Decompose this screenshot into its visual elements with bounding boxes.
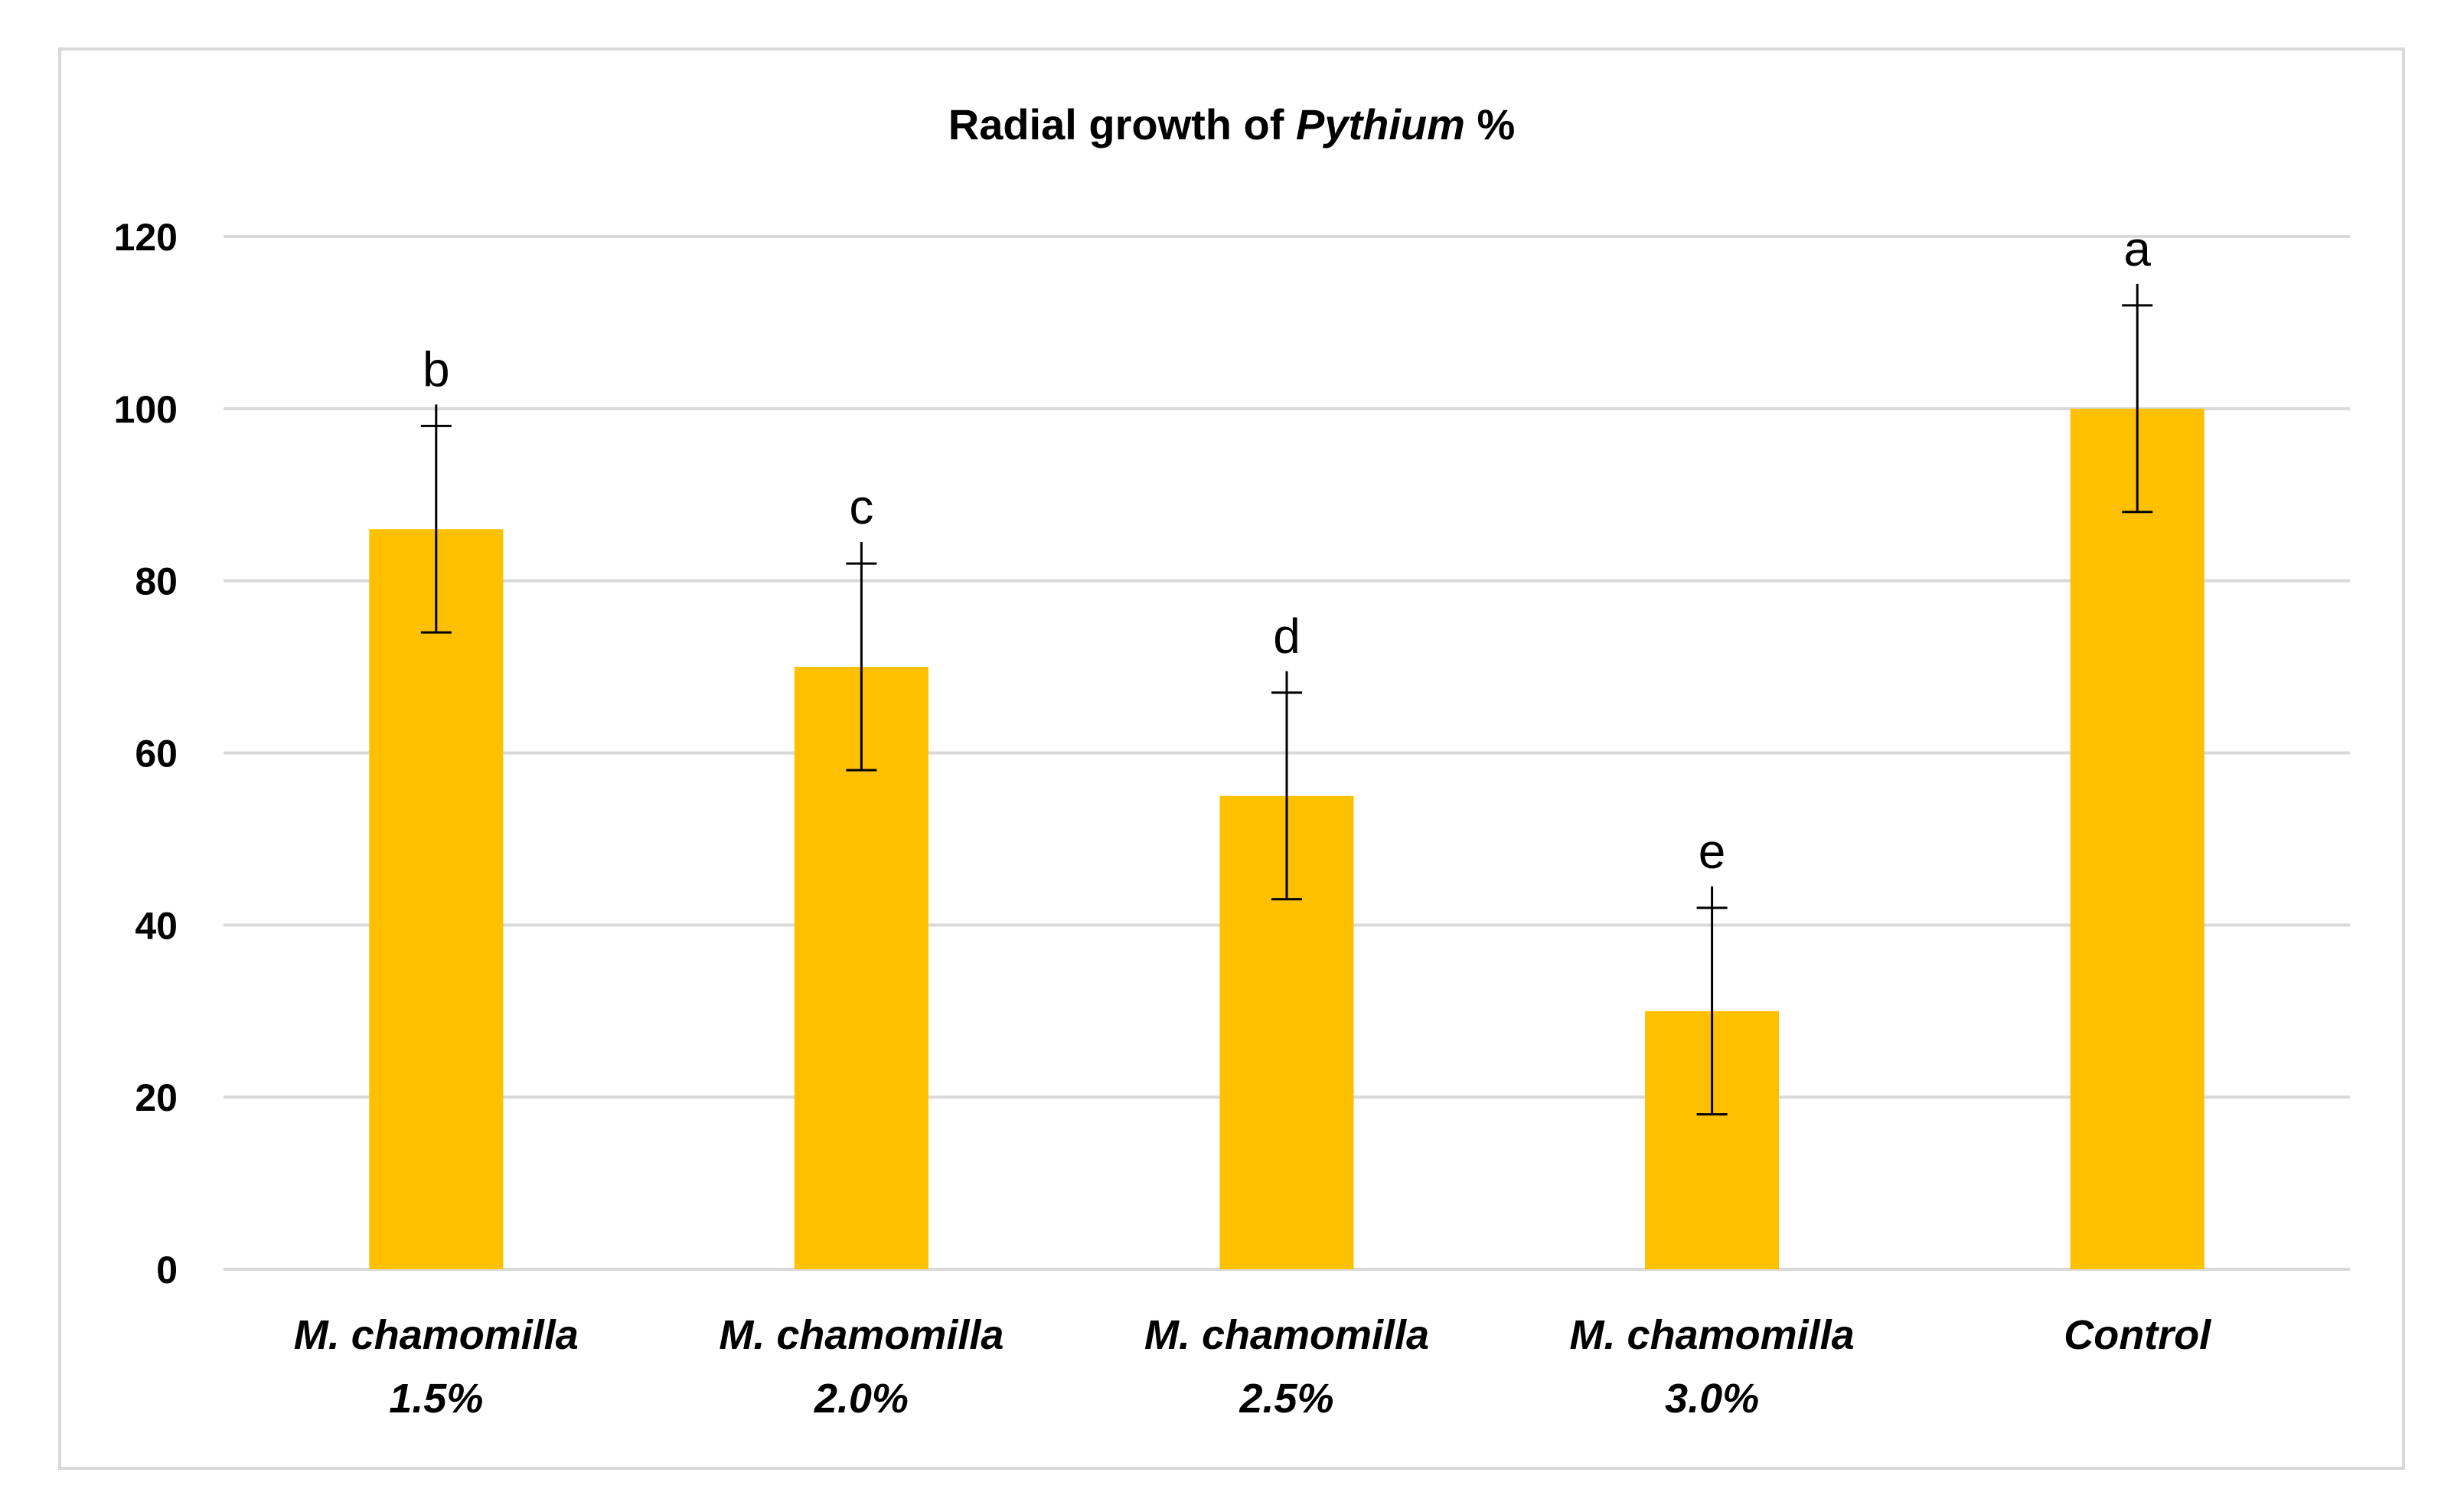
bar-5 [2070,408,2205,1270]
title-part-before: Radial growth of [948,100,1296,149]
bars [369,408,2205,1270]
significance-letters: b c d e a [423,221,2151,879]
error-bars [420,283,2153,1116]
y-tick-label-60: 60 [135,733,178,775]
x-tick-label-2-line2: 2.0% [814,1376,909,1422]
x-tick-label-1-line1: M. chamomilla [294,1312,579,1358]
significance-letter-4: e [1699,824,1726,879]
y-tick-label-100: 100 [114,388,178,431]
x-tick-label-3-line1: M. chamomilla [1144,1312,1429,1358]
significance-letter-3: d [1273,609,1301,664]
x-tick-label-2-line1: M. chamomilla [719,1312,1004,1358]
x-tick-label-3-line2: 2.5% [1239,1376,1333,1422]
significance-letter-1: b [423,341,450,397]
bar-1 [369,529,504,1269]
title-part-after: % [1465,100,1515,149]
x-axis-tick-labels: M. chamomilla 1.5% M. chamomilla 2.0% M. cha… [294,1312,2211,1422]
gridlines [224,235,2350,1271]
x-tick-label-1-line2: 1.5% [389,1376,483,1422]
y-tick-label-80: 80 [135,560,178,603]
y-axis-tick-labels: 0 20 40 60 80 100 120 [114,216,178,1291]
chart-title: Radial growth of Pythium % [948,100,1516,149]
significance-letter-2: c [849,479,873,534]
x-tick-label-4-line2: 3.0% [1665,1376,1759,1422]
y-tick-label-20: 20 [135,1076,178,1119]
y-tick-label-120: 120 [114,216,178,259]
x-tick-label-5-line1: Control [2064,1312,2211,1358]
x-tick-label-4-line1: M. chamomilla [1570,1312,1855,1358]
y-tick-label-40: 40 [135,904,178,947]
title-part-italic: Pythium [1296,100,1465,149]
y-tick-label-0: 0 [156,1249,178,1291]
significance-letter-5: a [2123,221,2151,276]
